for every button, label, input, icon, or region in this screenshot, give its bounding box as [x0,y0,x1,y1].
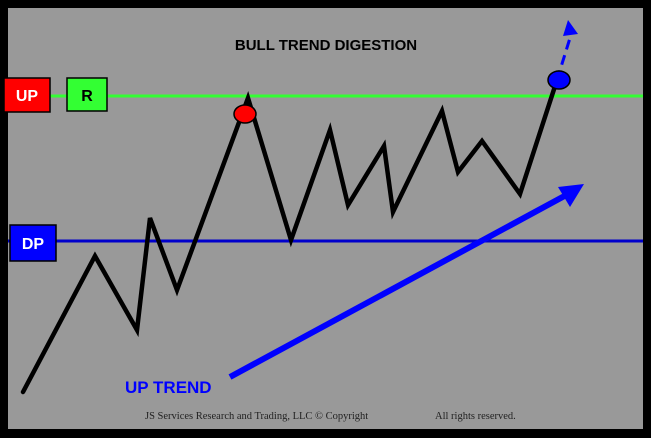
up-label-box: UP [3,77,51,113]
diagram-title: BULL TREND DIGESTION [235,37,417,54]
dp-label-box: DP [9,224,57,262]
r-label-box: R [66,77,108,112]
footer-copyright: JS Services Research and Trading, LLC © … [145,411,368,422]
r-label: R [81,88,93,105]
blue-dot [547,70,571,90]
up-trend-arrow [228,184,584,380]
footer-rights: All rights reserved. [435,411,516,422]
red-dot [233,104,257,124]
breakout-arrowhead [563,20,578,36]
up-trend-label: UP TREND [125,378,212,397]
diagram-background [8,8,643,429]
up-label: UP [16,88,39,105]
price-line [20,77,560,395]
dp-label: DP [22,236,45,253]
